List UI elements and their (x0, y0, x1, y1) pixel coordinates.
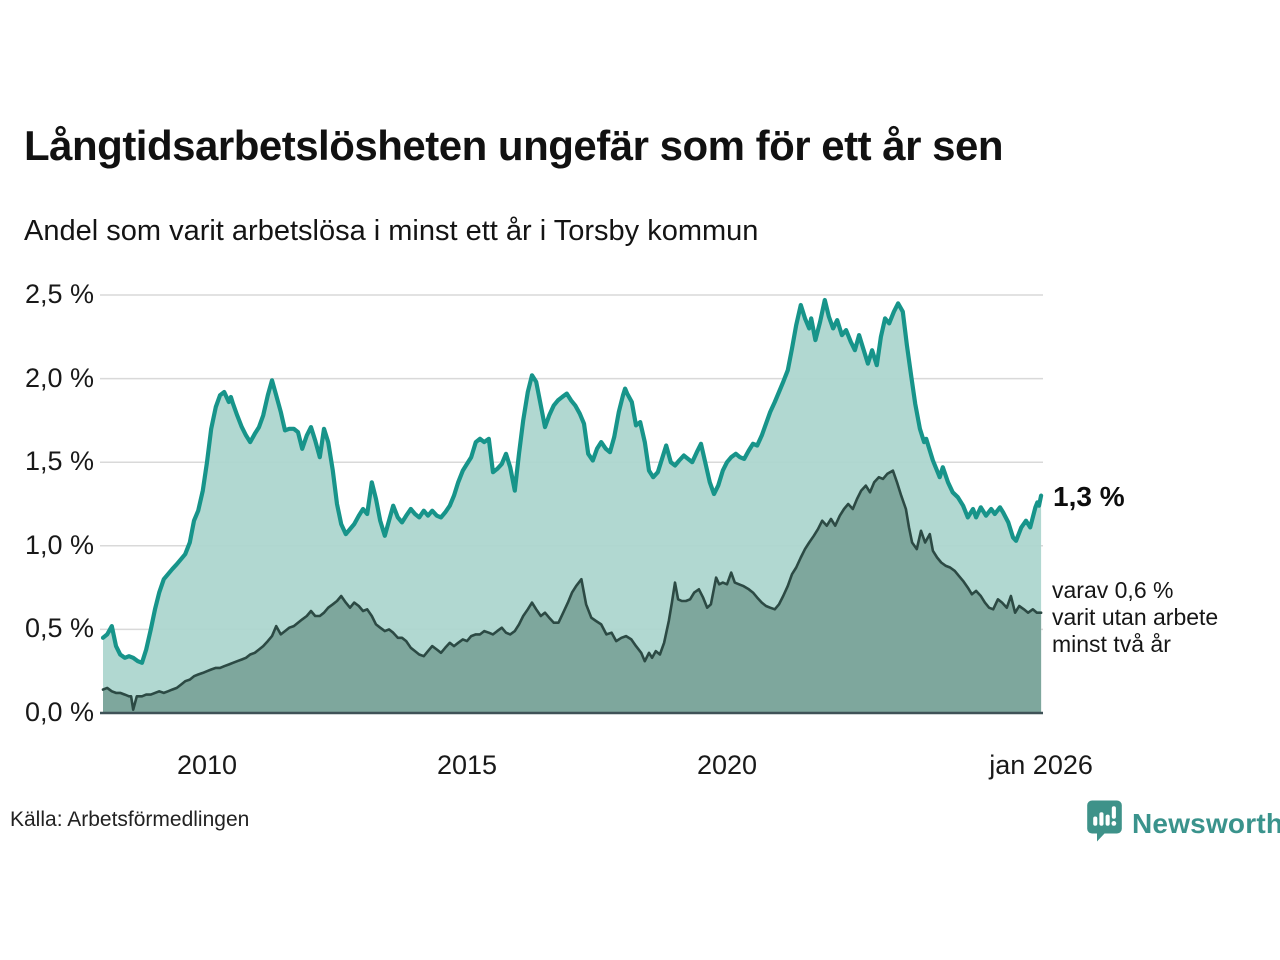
newsworthy-wordmark: Newsworthy (1132, 807, 1280, 839)
y-axis-tick-label: 0,0 % (24, 697, 94, 727)
x-axis-tick-label: 2020 (696, 750, 758, 780)
y-axis-tick-label: 1,0 % (24, 529, 94, 560)
two-year-annotation-line: varav 0,6 % (1052, 577, 1174, 603)
chart-subtitle: Andel som varit arbetslösa i minst ett å… (24, 215, 759, 247)
x-axis-tick-label: jan 2026 (989, 750, 1093, 780)
y-axis-tick-label: 0,5 % (24, 613, 94, 644)
two-year-annotation-line: minst två år (1052, 631, 1171, 657)
page-title: Långtidsarbetslösheten ungefär som för e… (24, 122, 1004, 169)
two-year-annotation-line: varit utan arbete (1052, 604, 1219, 630)
x-axis-tick-label: 2010 (176, 750, 238, 780)
y-axis-tick-label: 2,0 % (24, 362, 94, 393)
y-axis-tick-label: 2,5 % (24, 279, 94, 309)
y-axis-tick-label: 1,5 % (24, 446, 94, 477)
total-value-annotation: 1,3 % (1053, 481, 1125, 512)
two-year-annotation: varav 0,6 % varit utan arbete minst två … (1052, 577, 1218, 658)
x-axis-tick-label: 2015 (436, 750, 498, 780)
bar-chart-bubble-icon (1086, 799, 1123, 848)
newsworthy-logo: Newsworthy (1086, 799, 1280, 848)
source-note: Källa: Arbetsförmedlingen (10, 808, 250, 831)
